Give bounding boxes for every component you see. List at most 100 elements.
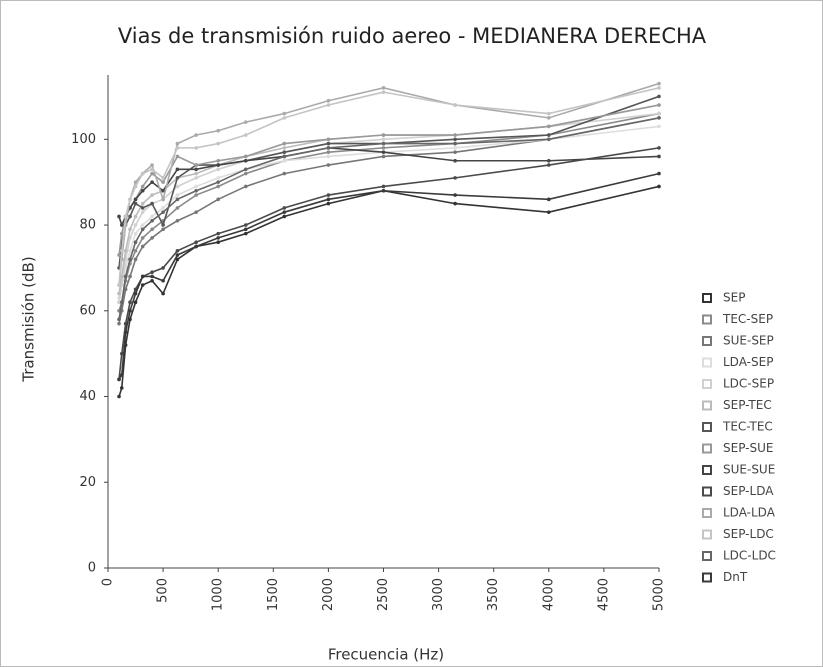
point (194, 133, 198, 137)
legend-marker (702, 314, 712, 325)
point (161, 278, 165, 283)
point (243, 184, 248, 189)
point (282, 158, 287, 163)
series-line (118, 112, 660, 312)
point (381, 90, 386, 94)
point (381, 150, 386, 154)
point (119, 248, 124, 253)
point (123, 214, 128, 219)
point (150, 193, 154, 197)
x-tick-label: 1000 (211, 578, 226, 611)
point (243, 154, 248, 159)
point (117, 214, 121, 219)
series-line (118, 125, 660, 299)
point (128, 274, 132, 279)
legend-label: SEP-LDC (723, 527, 774, 541)
point (140, 274, 145, 279)
legend-label: TEC-SEP (722, 312, 773, 326)
point (119, 373, 124, 377)
x-tick-label: 1500 (266, 578, 281, 611)
point (175, 184, 180, 189)
point (150, 227, 154, 232)
legend-marker (702, 400, 712, 411)
point (133, 231, 138, 236)
point (140, 236, 145, 240)
legend-label: SUE-SEP (723, 334, 774, 348)
x-tick-label: 0 (101, 578, 116, 586)
point (123, 330, 128, 335)
point (453, 150, 457, 154)
y-tick-label: 40 (79, 389, 96, 404)
point (133, 214, 138, 219)
point (243, 167, 248, 172)
point (453, 146, 457, 150)
point (161, 188, 165, 193)
point (216, 240, 220, 244)
point (194, 240, 198, 244)
point (326, 150, 331, 154)
point (216, 158, 220, 163)
y-tick-label: 80 (79, 218, 96, 233)
point (140, 184, 145, 189)
point (282, 111, 287, 116)
series-line (118, 117, 660, 320)
point (140, 188, 145, 193)
point (326, 163, 331, 167)
point (243, 158, 248, 163)
legend-label: LDC-SEP (723, 377, 774, 391)
legend-marker (702, 379, 712, 389)
point (150, 236, 154, 240)
legend-label: LDA-LDA (723, 506, 776, 520)
series-line (118, 104, 660, 256)
legend-label: TEC-TEC (722, 420, 773, 434)
point (216, 231, 220, 236)
legend-label: LDC-LDC (723, 549, 776, 563)
point (194, 193, 198, 197)
point (326, 146, 331, 150)
point (161, 291, 165, 296)
point (381, 184, 386, 189)
legend-label: SUE-SUE (723, 463, 775, 477)
point (133, 201, 138, 206)
point (282, 210, 287, 214)
point (282, 150, 287, 154)
legend-marker (702, 508, 712, 518)
point (657, 171, 661, 176)
legend-label: SEP-TEC (723, 398, 772, 412)
point (381, 141, 386, 146)
point (453, 141, 457, 146)
point (117, 253, 121, 257)
point (128, 308, 132, 313)
point (194, 171, 198, 176)
point (282, 206, 287, 210)
point (326, 137, 331, 142)
point (117, 291, 121, 296)
point (128, 248, 132, 253)
y-tick-label: 60 (79, 303, 96, 318)
x-tick-label: 3000 (431, 578, 446, 611)
point (547, 133, 551, 137)
y-tick-label: 20 (79, 475, 96, 490)
point (547, 111, 551, 116)
legend-marker (702, 529, 712, 540)
point (133, 184, 138, 189)
point (175, 146, 180, 150)
point (150, 278, 154, 283)
point (161, 176, 165, 180)
point (119, 300, 124, 305)
point (161, 266, 165, 270)
point (453, 137, 457, 142)
point (282, 171, 287, 176)
point (161, 197, 165, 202)
x-tick-label: 500 (156, 578, 171, 603)
legend-label: SEP-LDA (723, 484, 774, 498)
point (547, 210, 551, 214)
y-tick-label: 100 (71, 132, 96, 147)
point (150, 180, 154, 184)
legend-label: SEP (723, 291, 745, 305)
legend-marker (702, 486, 712, 497)
point (150, 218, 154, 223)
point (194, 188, 198, 193)
point (657, 124, 661, 129)
